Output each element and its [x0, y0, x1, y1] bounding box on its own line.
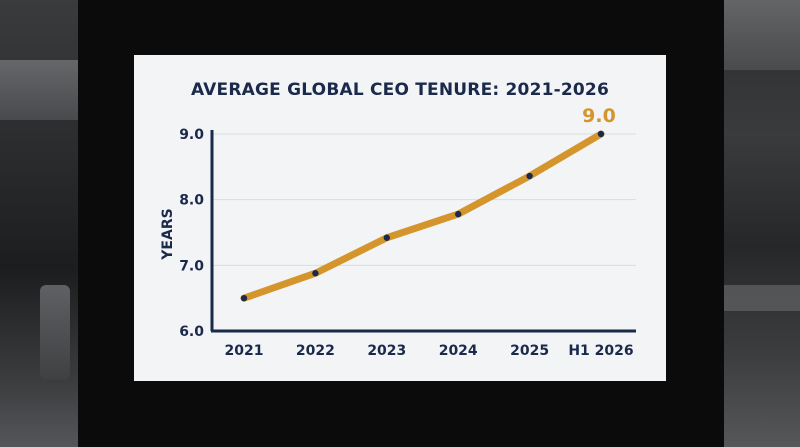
- series-line: [240, 130, 605, 302]
- y-tick-label: 6.0: [179, 324, 204, 340]
- chart-title: AVERAGE GLOBAL CEO TENURE: 2021-2026: [190, 80, 609, 100]
- axes: [210, 130, 636, 333]
- x-tick-label: 2025: [510, 343, 549, 359]
- background-left-blur: [0, 0, 78, 447]
- background-window: [724, 0, 800, 70]
- background-window: [0, 60, 78, 120]
- x-tick-label: 2024: [439, 343, 478, 359]
- annotations: 9.0: [582, 105, 616, 127]
- data-point: [383, 234, 390, 241]
- background-right-blur: [724, 0, 800, 447]
- background-chair: [40, 285, 70, 380]
- y-axis-label: YEARS: [160, 208, 176, 260]
- background-desk: [724, 285, 800, 311]
- y-tick-labels: 6.0 7.0 8.0 9.0: [179, 127, 204, 340]
- x-tick-label: 2021: [225, 343, 264, 359]
- y-tick-label: 7.0: [179, 258, 204, 274]
- x-tick-label: 2023: [367, 343, 406, 359]
- series: [240, 130, 605, 302]
- data-label: 9.0: [582, 105, 616, 127]
- x-tick-label: H1 2026: [568, 343, 633, 359]
- y-tick-label: 8.0: [179, 193, 204, 209]
- data-point: [597, 130, 605, 138]
- x-tick-labels: 2021 2022 2023 2024 2025 H1 2026: [225, 343, 634, 359]
- data-point: [526, 172, 533, 180]
- y-tick-label: 9.0: [179, 127, 204, 143]
- line-chart: 6.0 7.0 8.0 9.0 2021 2022 2023 2024 2025 H1 2026…: [160, 105, 636, 359]
- x-tick-label: 2022: [296, 343, 335, 359]
- chart-panel: AVERAGE GLOBAL CEO TENURE: 2021-2026 6.0…: [134, 55, 666, 381]
- data-point: [312, 270, 319, 277]
- data-point: [240, 294, 248, 302]
- gridlines: [212, 133, 636, 266]
- data-point: [455, 210, 462, 218]
